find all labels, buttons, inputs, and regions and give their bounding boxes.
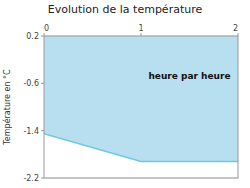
- x-tick-label: 2: [233, 24, 238, 33]
- line: [44, 134, 238, 162]
- title: Evolution de la température: [48, 3, 203, 16]
- y-tick-label: 0.2: [26, 32, 39, 41]
- annotation: heure par heure: [148, 71, 230, 81]
- x-tick-label: 0: [44, 24, 49, 33]
- chart: 0.2 -0.6 -1.4 -2.2 0 1 2 Evolution de la tempér…: [0, 0, 250, 188]
- area-fill: [44, 36, 238, 161]
- y-tick-label: -0.6: [23, 79, 39, 88]
- plot-frame: [44, 36, 238, 178]
- x-tick: [44, 33, 45, 36]
- y-tick-label: -1.4: [23, 127, 39, 136]
- x-tick: [238, 33, 239, 36]
- y-tick: [41, 178, 44, 179]
- x-tick-label: 1: [138, 24, 143, 33]
- y-tick-label: -2.2: [23, 174, 39, 183]
- y-tick: [41, 83, 44, 84]
- plot-area: [44, 36, 238, 161]
- plot-background: [44, 36, 238, 178]
- x-tick: [141, 33, 142, 36]
- y-tick: [41, 130, 44, 131]
- y-axis-label: Température en °C: [2, 69, 12, 146]
